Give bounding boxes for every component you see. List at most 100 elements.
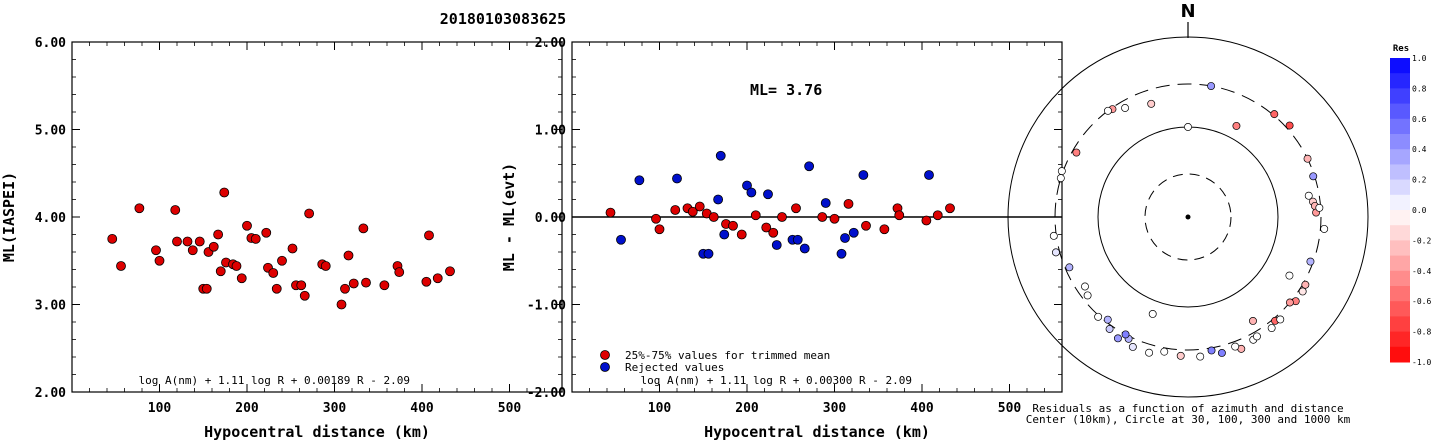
y-tick-label: -2.00 <box>527 386 566 401</box>
rejected-point <box>713 194 724 205</box>
rejected-point <box>804 161 815 172</box>
data-point <box>182 236 193 247</box>
station-residual <box>1217 349 1226 357</box>
station-residual <box>1083 291 1092 300</box>
rejected-point <box>746 187 757 198</box>
colorbar-cell <box>1390 164 1410 181</box>
colorbar-tick-label: 0.0 <box>1412 206 1427 215</box>
station-residual <box>1148 309 1157 318</box>
x-tick-label: 500 <box>498 401 522 416</box>
data-point <box>432 273 443 284</box>
data-point <box>194 236 205 247</box>
x-tick-label: 400 <box>410 401 434 416</box>
rejected-point <box>715 150 726 161</box>
station-residual <box>1285 298 1294 307</box>
colorbar-cell <box>1390 58 1410 74</box>
data-point <box>361 277 371 288</box>
station-residual <box>1105 325 1114 333</box>
legend-label-rejected: Rejected values <box>625 361 724 374</box>
rejected-point <box>836 248 847 259</box>
y-tick-label: 1.00 <box>535 124 566 139</box>
rejected-point <box>820 198 831 208</box>
colorbar-cell <box>1390 240 1410 257</box>
polar-caption-2: Center (10km), Circle at 30, 100, 300 an… <box>1026 413 1351 426</box>
trimmed-point <box>861 220 871 231</box>
data-point <box>287 243 298 254</box>
colorbar-cell <box>1390 210 1410 226</box>
data-point <box>277 255 287 266</box>
station-residual <box>1276 315 1285 324</box>
colorbar-tick-label: -0.2 <box>1412 236 1431 245</box>
polar-caption-1: Residuals as a function of azimuth and d… <box>1032 402 1343 415</box>
station-residual <box>1103 315 1112 324</box>
data-point <box>320 261 331 271</box>
data-point <box>219 187 230 198</box>
event-title: 20180103083625 <box>440 10 566 28</box>
data-point <box>107 233 118 244</box>
data-point <box>116 261 126 271</box>
ml-residual-plot: 100 200 300 400 500 -2.00 -1.00 0.00 1.00 2.00 ML… <box>500 36 1063 441</box>
colorbar-cell <box>1390 270 1410 287</box>
station-residual <box>1094 312 1103 321</box>
station-residual <box>1051 248 1060 257</box>
trimmed-point <box>694 201 705 212</box>
data-point <box>231 261 242 271</box>
station-residual <box>1056 174 1065 183</box>
rejected-point <box>799 243 810 254</box>
legend-marker-trimmed <box>600 350 610 360</box>
y-tick-label: -1.00 <box>527 299 566 314</box>
data-point <box>242 220 252 231</box>
station-residual <box>1303 154 1312 163</box>
colorbar-cells <box>1390 58 1410 363</box>
colorbar-ticks: 1.0 0.8 0.6 0.4 0.2 0.0 -0.2 -0.4 -0.6 -0.8 -1.0 <box>1412 54 1431 367</box>
trimmed-point <box>605 207 616 218</box>
data-point <box>170 205 181 215</box>
data-point <box>268 268 279 278</box>
colorbar-cell <box>1390 225 1410 241</box>
colorbar-tick-label: -0.4 <box>1412 267 1431 276</box>
data-point <box>187 245 198 256</box>
ml-iaspei-plot: 100 200 300 400 500 2.00 3.00 4.00 5.00 6.00 Hypo… <box>0 36 563 441</box>
trimmed-point <box>687 206 698 217</box>
trimmed-point <box>728 220 738 231</box>
ml-value-label: ML= 3.76 <box>750 81 822 99</box>
x-tick-label: 200 <box>735 401 759 416</box>
rejected-point <box>924 170 934 180</box>
data-point <box>134 203 145 214</box>
trimmed-point <box>932 210 943 221</box>
trimmed-point <box>791 203 801 214</box>
plot1-frame <box>71 41 563 393</box>
trimmed-point <box>768 227 779 238</box>
legend-label-trimmed: 25%-75% values for trimmed mean <box>625 349 830 362</box>
x-tick-label: 500 <box>998 401 1022 416</box>
legend-marker-rejected <box>600 362 610 372</box>
trimmed-point <box>829 213 840 224</box>
colorbar-tick-label: -0.8 <box>1412 328 1431 337</box>
y-tick-label: 5.00 <box>35 124 66 139</box>
colorbar-cell <box>1390 255 1410 272</box>
colorbar-cell <box>1390 286 1410 302</box>
x-tick-label: 100 <box>648 401 672 416</box>
data-point <box>172 236 182 247</box>
y-tick-label: 3.00 <box>35 299 66 314</box>
x-tick-label: 200 <box>235 401 259 416</box>
station-residual <box>1320 224 1329 233</box>
station-residual <box>1232 121 1241 130</box>
data-point <box>296 280 307 291</box>
colorbar-cell <box>1390 346 1410 363</box>
colorbar-tick-label: 0.8 <box>1412 84 1427 93</box>
epicenter-dot <box>1185 214 1191 220</box>
colorbar-cell <box>1390 73 1410 89</box>
y-tick-label: 2.00 <box>535 36 566 51</box>
colorbar-tick-label: 1.0 <box>1412 54 1427 63</box>
colorbar-cell <box>1390 331 1410 348</box>
trimmed-point <box>651 213 661 224</box>
station-residual <box>1309 172 1318 181</box>
station-residual <box>1065 263 1074 272</box>
data-point <box>236 273 247 284</box>
data-point <box>348 278 359 289</box>
colorbar-title: Res <box>1393 44 1409 54</box>
station-residual <box>1104 106 1112 115</box>
station-residual <box>1249 317 1257 325</box>
rejected-point <box>672 173 682 184</box>
